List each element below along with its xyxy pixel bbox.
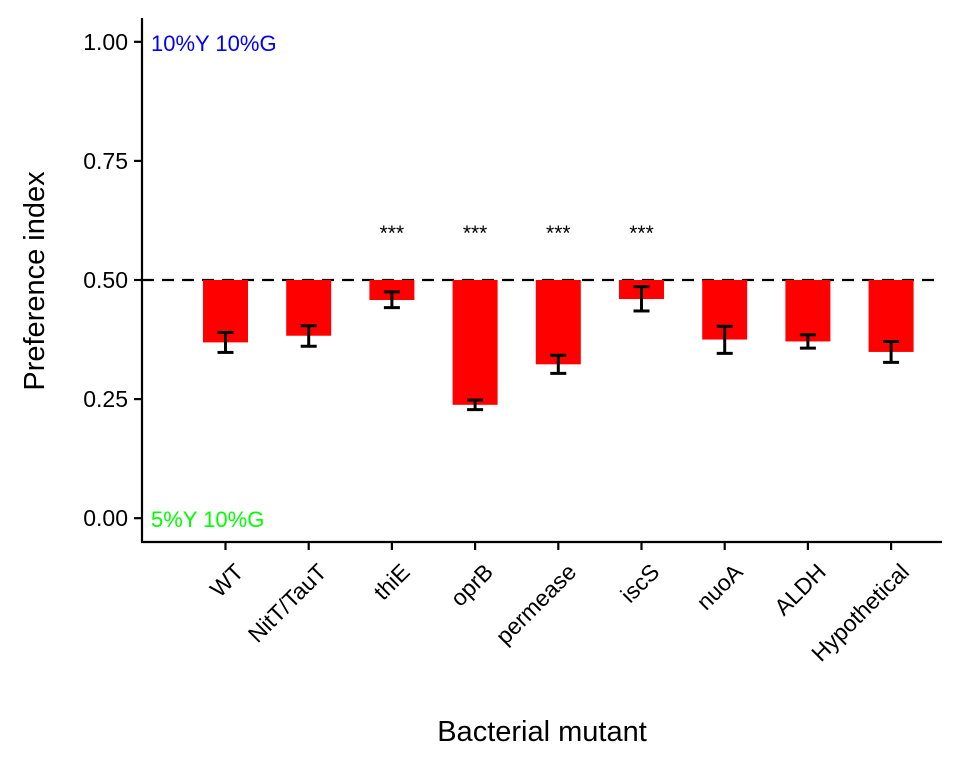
error-bar (300, 324, 317, 348)
bar-hypothetical (868, 280, 914, 352)
y-tick-label: 0.50 (83, 267, 128, 293)
x-tick-label: thiE (368, 559, 414, 605)
x-tick-label: oprB (445, 559, 498, 612)
x-tick-label: nuoA (691, 558, 748, 615)
y-axis-title: Preference index (19, 171, 51, 391)
significance-marker: *** (463, 222, 488, 245)
error-bar (467, 398, 484, 412)
error-bar (383, 290, 400, 310)
y-tick-label: 0.25 (83, 386, 128, 412)
y-tick-label: 0.00 (83, 505, 128, 531)
error-bars-group (217, 285, 900, 412)
chart-annotations: 10%Y 10%G 5%Y 10%G (151, 31, 277, 532)
x-axis-title: Bacterial mutant (437, 716, 647, 748)
bar-permease (535, 280, 581, 365)
x-tick-label: ALDH (769, 559, 831, 621)
y-tick-label: 1.00 (83, 29, 128, 55)
x-tick-label: permease (491, 559, 582, 650)
error-bar (799, 333, 816, 350)
bar-aldh (785, 280, 831, 342)
error-bar (217, 330, 234, 354)
y-tick-label: 0.75 (83, 148, 128, 174)
error-bar (550, 353, 567, 375)
bar-thie (369, 280, 415, 301)
y-axis: 0.00 0.25 0.50 0.75 1.00 (83, 18, 144, 542)
bar-oprb (452, 280, 498, 405)
x-tick-label: WT (205, 559, 249, 603)
significance-markers: *** *** *** *** (380, 222, 654, 245)
condition-annotation: 10%Y 10%G (151, 31, 277, 56)
significance-marker: *** (380, 222, 405, 245)
significance-marker: *** (629, 222, 654, 245)
x-tick-label: iscS (615, 559, 664, 608)
x-tick-label: NitT/TauT (243, 559, 332, 648)
error-bar (633, 285, 650, 313)
significance-marker: *** (546, 222, 571, 245)
bars-group (203, 280, 914, 405)
condition-annotation: 5%Y 10%G (151, 507, 264, 532)
error-bar (883, 339, 900, 364)
error-bar (716, 324, 733, 355)
